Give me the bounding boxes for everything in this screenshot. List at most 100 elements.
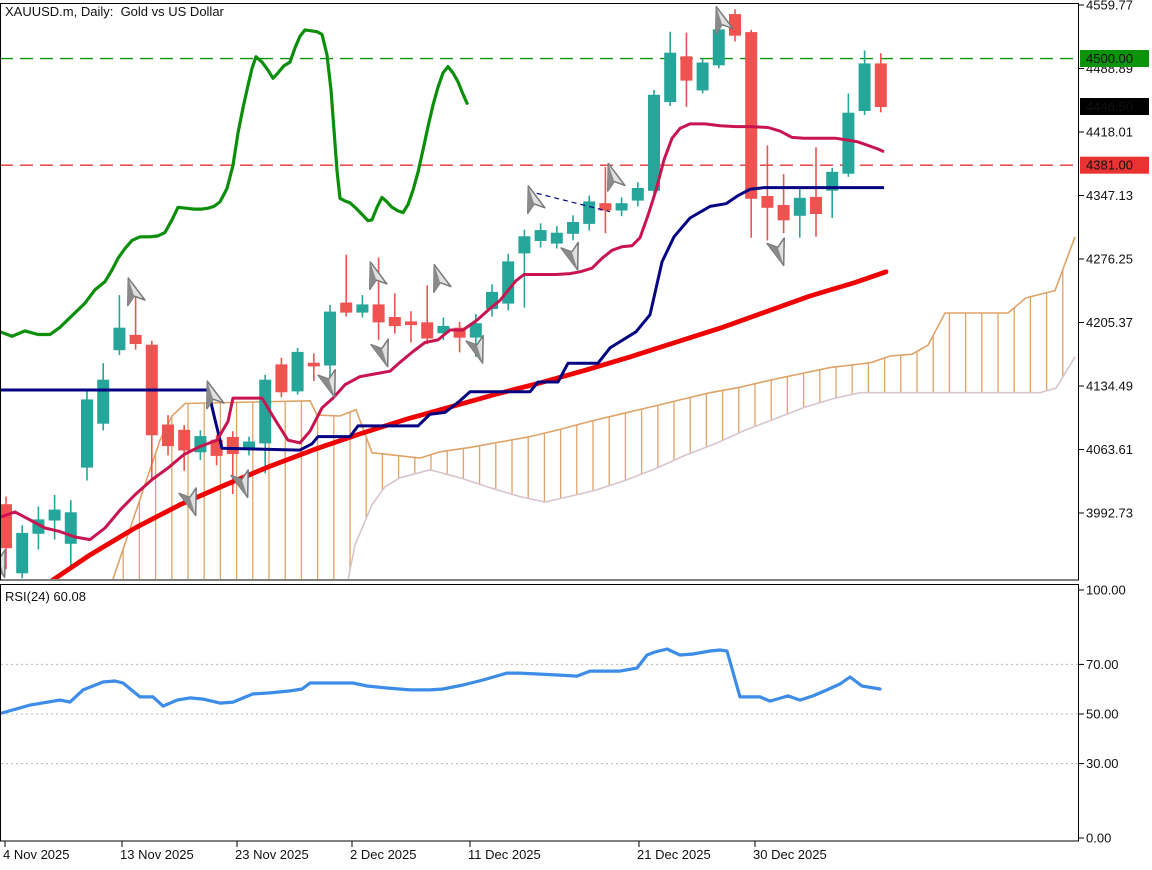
candle	[48, 494, 61, 540]
candle	[648, 89, 660, 195]
candle	[567, 215, 579, 241]
rsi-axis-label: 70.00	[1086, 657, 1119, 672]
candle-body	[1, 504, 12, 549]
arrow-up-icon	[127, 277, 146, 307]
candle-body	[745, 32, 758, 199]
candle	[453, 321, 466, 353]
date-axis-label: 21 Dec 2025	[637, 847, 711, 862]
candle-body	[324, 311, 336, 366]
price-axis-label: 4559.77	[1086, 0, 1133, 13]
candle	[615, 197, 628, 217]
candle	[761, 145, 774, 241]
candle-body	[567, 222, 579, 234]
candle-body	[729, 14, 741, 36]
green-overlay-line	[1, 28, 469, 338]
candle	[874, 53, 887, 113]
arrow-down-icon	[370, 338, 389, 368]
candle-body	[761, 196, 774, 208]
candle	[16, 525, 29, 579]
arrow-down-icon	[178, 487, 197, 517]
date-axis-label: 11 Dec 2025	[468, 847, 541, 862]
price-axis-label: 4205.37	[1086, 315, 1133, 330]
candle	[810, 147, 822, 237]
candle	[793, 187, 806, 238]
candle-body	[388, 317, 401, 327]
senkou-span-lower	[347, 356, 1076, 579]
price-level-badge[interactable]	[1080, 156, 1149, 174]
arrow-down-icon	[230, 469, 249, 499]
date-axis-label: 30 Dec 2025	[753, 847, 827, 862]
candle	[550, 226, 563, 249]
candle	[583, 195, 596, 231]
senkou-span-upper	[112, 236, 1076, 579]
rsi-pane	[1, 647, 1078, 765]
rsi-indicator-label: RSI(24) 60.08	[5, 589, 86, 604]
arrow-up-icon	[206, 380, 225, 410]
price-level-badge-label: 4446.50	[1086, 99, 1133, 114]
candle-body	[534, 230, 547, 242]
price-level-badge[interactable]	[1080, 50, 1149, 67]
candle-body	[631, 188, 644, 201]
candle-body	[226, 437, 239, 455]
main-pane	[1, 5, 1078, 579]
candle-body	[842, 112, 855, 174]
candle	[307, 353, 320, 382]
candle	[518, 229, 531, 308]
candle	[113, 295, 126, 356]
rsi-axis-label: 30.00	[1086, 756, 1119, 771]
arrow-up-icon	[715, 5, 734, 35]
price-axis-label: 4134.49	[1086, 379, 1133, 394]
candle	[129, 287, 142, 350]
arrow-down-icon	[766, 237, 785, 267]
candle	[324, 304, 336, 390]
candle	[1, 496, 12, 570]
main-pane-border	[0, 3, 1079, 581]
candle	[664, 31, 677, 106]
candle	[680, 32, 693, 107]
candle-body	[356, 304, 369, 313]
price-axis-label: 4347.13	[1086, 188, 1133, 203]
arrow-down-icon	[1, 548, 6, 578]
candle-body	[129, 334, 142, 344]
arrow-down-icon	[465, 334, 484, 364]
date-axis-label: 13 Nov 2025	[120, 847, 194, 862]
candle	[372, 257, 385, 340]
rsi-pane-border	[0, 584, 1079, 842]
candle-body	[291, 351, 304, 392]
price-axis-label: 3992.73	[1086, 506, 1133, 521]
candle	[777, 174, 790, 234]
date-axis-label: 2 Dec 2025	[350, 847, 417, 862]
candle	[421, 285, 434, 345]
candle	[356, 295, 369, 318]
candle	[340, 254, 353, 317]
arrow-up-icon	[369, 261, 388, 291]
ichimoku-cloud	[112, 236, 1076, 579]
price-level-badge[interactable]	[1080, 98, 1149, 115]
rsi-line	[1, 647, 882, 715]
candle-body	[453, 327, 466, 338]
candle-body	[275, 364, 288, 393]
candle	[826, 167, 839, 218]
candle	[388, 293, 401, 334]
candle	[534, 223, 547, 248]
rsi-axis-label: 0.00	[1086, 831, 1111, 846]
price-level-badge-label: 4500.00	[1086, 51, 1133, 66]
candle-body	[113, 327, 126, 351]
candle-body	[64, 512, 77, 544]
candle-body	[696, 62, 709, 91]
candle-body	[372, 304, 385, 323]
candle-body	[307, 362, 320, 367]
date-axis-label: 4 Nov 2025	[3, 847, 70, 862]
candle-body	[599, 203, 612, 211]
candle-body	[680, 56, 693, 81]
candle-body	[81, 399, 93, 468]
candle-body	[405, 321, 417, 326]
price-axis-label: 4063.61	[1086, 442, 1133, 457]
candle	[178, 425, 191, 471]
rsi-axis-label: 50.00	[1086, 707, 1119, 722]
candle	[97, 363, 110, 431]
chart-title: XAUUSD.m, Daily: Gold vs US Dollar	[5, 4, 225, 19]
candle	[599, 167, 612, 234]
